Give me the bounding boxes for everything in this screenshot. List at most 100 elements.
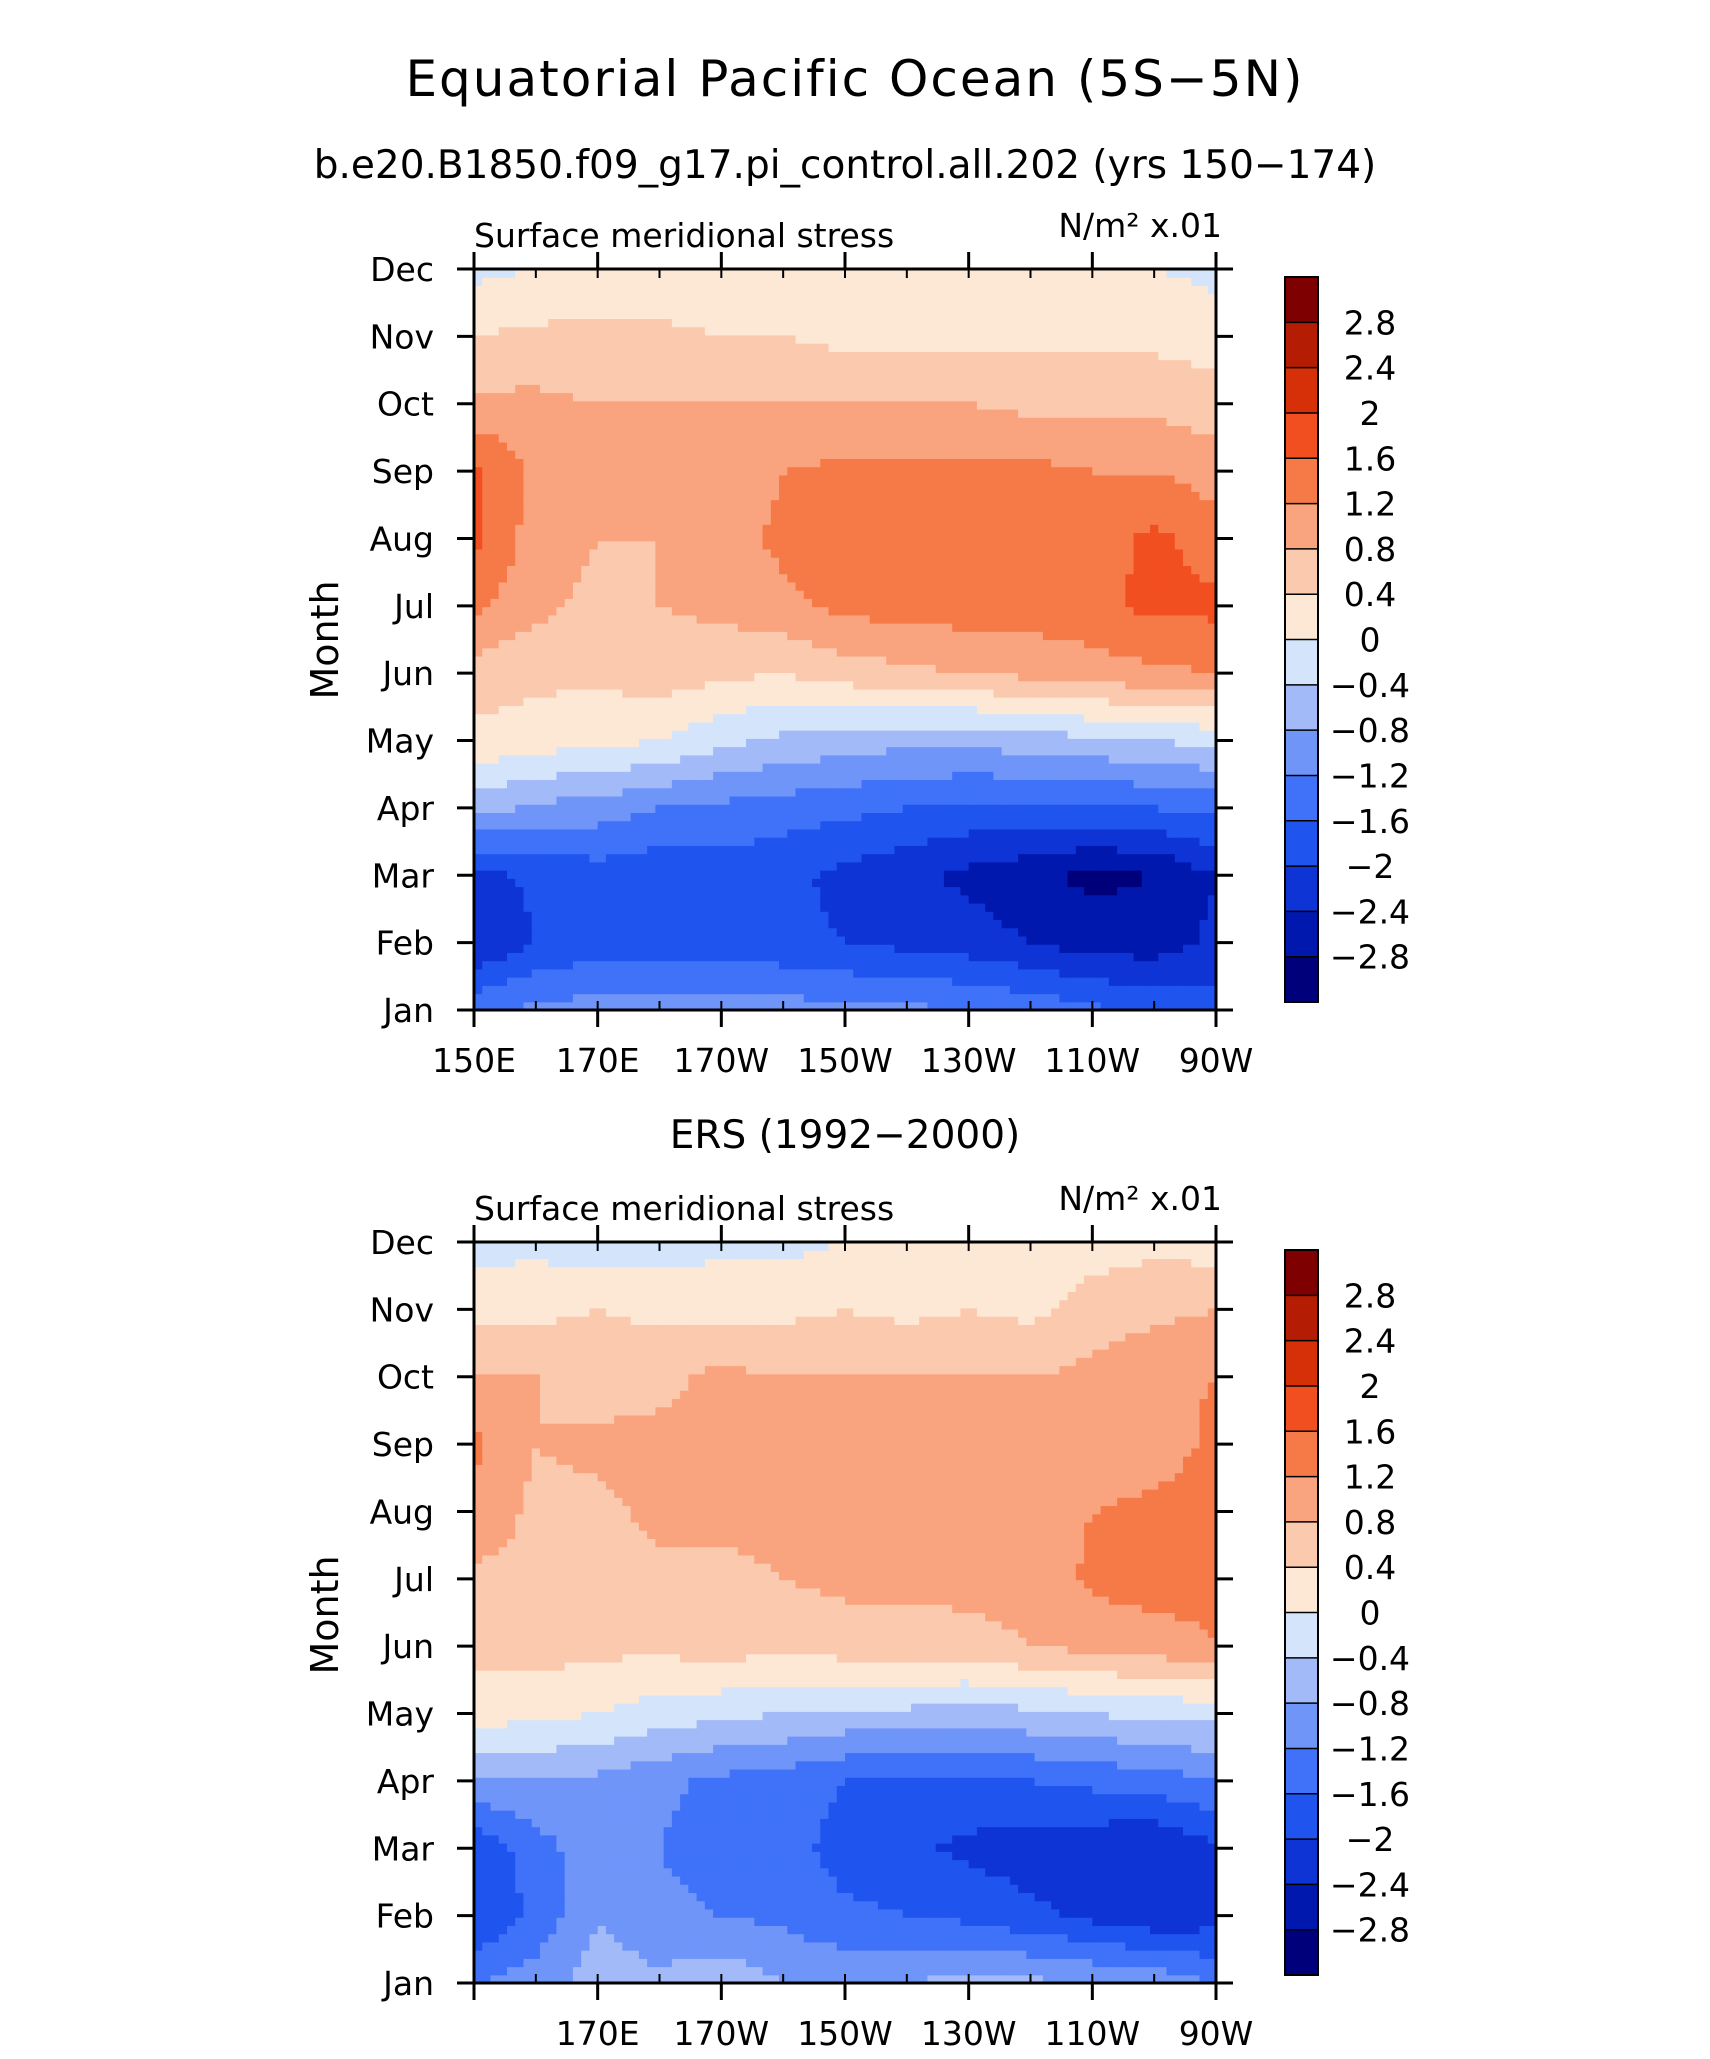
contour-cell (985, 870, 994, 879)
contour-cell (1092, 557, 1102, 566)
contour-cell (1199, 623, 1209, 632)
contour-cell (1042, 952, 1052, 962)
contour-cell (680, 927, 689, 937)
contour-cell (1191, 828, 1201, 838)
contour-cell (927, 886, 937, 896)
contour-cell (820, 894, 830, 904)
contour-cell (935, 623, 945, 632)
contour-cell (605, 647, 615, 657)
contour-cell (976, 672, 986, 682)
contour-cell (729, 886, 739, 896)
contour-cell (1100, 565, 1110, 575)
contour-cell (523, 804, 533, 813)
contour-cell (696, 993, 706, 1003)
contour-cell (713, 590, 722, 599)
contour-cell (976, 902, 986, 912)
contour-cell (564, 647, 574, 657)
contour-cell (638, 721, 648, 731)
contour-cell (663, 968, 673, 978)
contour-cell (886, 935, 896, 945)
contour-cell (1125, 861, 1135, 871)
contour-cell (737, 598, 747, 608)
contour-cell (1084, 606, 1093, 616)
contour-cell (564, 952, 574, 962)
contour-cell (845, 697, 854, 706)
contour-cell (597, 935, 607, 945)
contour-cell (688, 754, 698, 764)
contour-cell (523, 738, 533, 748)
contour-cell (1084, 919, 1093, 929)
contour-cell (713, 763, 722, 772)
contour-cell (943, 812, 953, 822)
contour-cell (754, 1001, 764, 1011)
contour-cell (927, 573, 937, 583)
contour-cell (622, 944, 632, 953)
contour-cell (1034, 680, 1044, 690)
contour-cell (1026, 828, 1036, 838)
contour-cell (943, 985, 953, 995)
contour-cell (523, 573, 533, 583)
contour-cell (1207, 878, 1217, 888)
contour-cell (704, 680, 714, 690)
contour-cell (581, 853, 591, 863)
contour-cell (927, 631, 937, 641)
contour-cell (886, 631, 896, 641)
contour-cell (1018, 565, 1027, 575)
contour-cell (647, 598, 656, 608)
contour-cell (647, 902, 656, 912)
contour-cell (795, 754, 805, 764)
contour-cell (1158, 878, 1168, 888)
contour-cell (498, 754, 508, 764)
contour-cell (614, 680, 623, 690)
contour-cell (696, 697, 706, 706)
contour-cell (630, 565, 640, 575)
contour-cell (927, 902, 937, 912)
contour-cell (952, 598, 962, 608)
contour-cell (976, 944, 986, 953)
contour-cell (647, 746, 656, 756)
contour-cell (787, 985, 797, 995)
contour-cell (1207, 754, 1217, 764)
contour-cell (523, 878, 533, 888)
contour-cell (490, 754, 500, 764)
contour-cell (845, 878, 854, 888)
contour-cell (886, 952, 896, 962)
contour-cell (572, 886, 582, 896)
contour-cell (1174, 713, 1184, 723)
contour-cell (548, 935, 558, 945)
contour-cell (976, 779, 986, 789)
contour-cell (721, 606, 731, 616)
contour-cell (556, 713, 566, 723)
contour-cell (1174, 968, 1184, 978)
contour-cell (968, 664, 978, 674)
contour-cell (638, 960, 648, 970)
contour-cell (564, 935, 574, 945)
contour-cell (630, 968, 640, 978)
contour-cell (539, 886, 549, 896)
contour-cell (812, 828, 821, 838)
contour-cell (531, 713, 541, 723)
contour-cell (803, 754, 813, 764)
contour-cell (539, 968, 549, 978)
contour-cell (655, 721, 665, 731)
contour-cell (638, 623, 648, 632)
contour-cell (498, 993, 508, 1003)
contour-cell (713, 977, 722, 986)
contour-cell (1166, 581, 1176, 591)
contour-cell (1067, 672, 1077, 682)
contour-cell (746, 870, 755, 879)
contour-cell (803, 985, 813, 995)
contour-cell (1067, 968, 1077, 978)
contour-cell (869, 935, 879, 945)
contour-cell (614, 804, 623, 813)
contour-cell (861, 672, 871, 682)
contour-cell (845, 655, 854, 665)
contour-cell (1034, 779, 1044, 789)
contour-cell (894, 977, 904, 986)
contour-cell (869, 820, 879, 830)
contour-cell (853, 623, 863, 632)
contour-cell (1018, 738, 1027, 748)
contour-cell (1150, 631, 1159, 641)
contour-cell (1026, 746, 1036, 756)
contour-cell (1125, 614, 1135, 624)
